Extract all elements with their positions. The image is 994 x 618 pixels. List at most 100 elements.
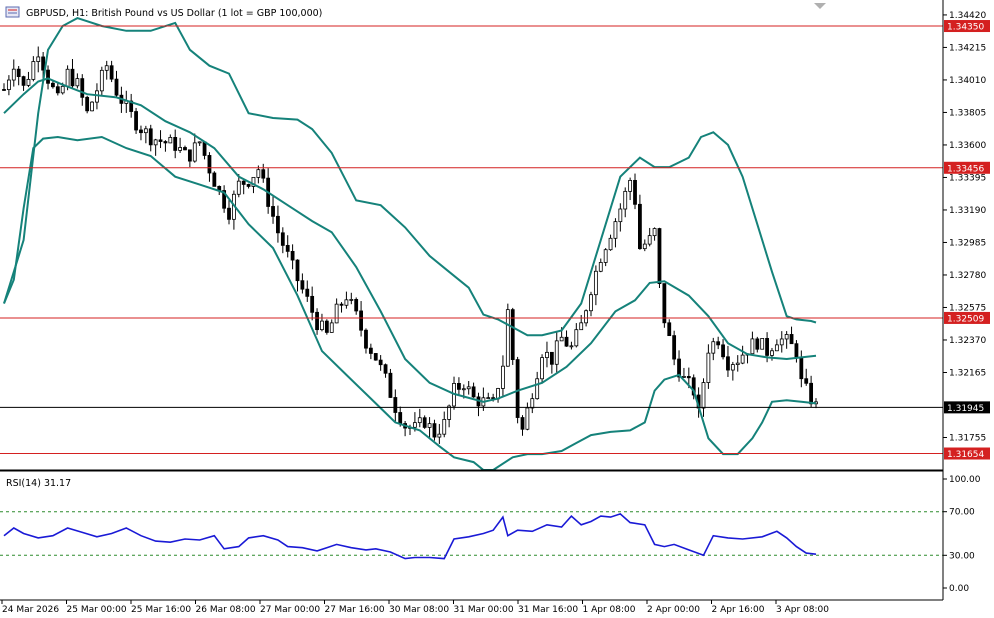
candle-body xyxy=(324,320,329,333)
candle-body xyxy=(740,354,745,364)
candle-body xyxy=(187,149,192,162)
candle-body xyxy=(114,78,119,96)
time-tick-label: 27 Mar 16:00 xyxy=(325,605,385,615)
candle-body xyxy=(471,386,476,398)
candle-body xyxy=(520,417,525,430)
rsi-line xyxy=(3,512,817,560)
candle-body xyxy=(398,412,403,424)
candle-body xyxy=(417,417,422,424)
candle-body xyxy=(368,347,373,354)
candle-body xyxy=(799,356,804,380)
candle-body xyxy=(134,111,138,131)
candle-body xyxy=(437,433,442,438)
candle-body xyxy=(178,147,182,151)
candle-body xyxy=(364,329,368,349)
candle-body xyxy=(300,280,305,290)
candle-body xyxy=(427,423,432,428)
candle-body xyxy=(315,311,319,331)
candle-body xyxy=(662,283,667,324)
time-tick-label: 2 Apr 16:00 xyxy=(712,605,765,615)
chart-window-icon xyxy=(5,6,20,18)
candle-body xyxy=(505,309,510,367)
candle-body xyxy=(207,155,212,174)
level-price-label: 1.33456 xyxy=(947,164,984,174)
candle-body xyxy=(305,288,310,297)
bollinger-upper-line xyxy=(3,17,817,337)
time-tick-label: 26 Mar 08:00 xyxy=(196,605,256,615)
bollinger-lower-line xyxy=(3,135,817,471)
candle-body xyxy=(227,207,231,220)
candle-body xyxy=(393,397,398,413)
candle-body xyxy=(721,344,725,358)
candle-body xyxy=(525,407,530,430)
time-tick-label: 2 Apr 00:00 xyxy=(647,605,700,615)
price-tick-label: 1.32370 xyxy=(949,336,986,346)
time-tick-label: 31 Mar 00:00 xyxy=(454,605,514,615)
candle-body xyxy=(422,417,427,428)
rsi-tick-label: 70.00 xyxy=(949,508,975,518)
candle-body xyxy=(691,377,696,396)
candle-body xyxy=(735,362,740,365)
candle-body xyxy=(530,398,535,409)
candle-body xyxy=(774,344,779,352)
candle-body xyxy=(618,208,623,223)
candle-body xyxy=(271,206,275,217)
candle-body xyxy=(256,169,261,178)
candle-body xyxy=(246,184,251,187)
candle-body xyxy=(667,322,672,337)
chart-title: GBPUSD, H1: British Pound vs US Dollar (… xyxy=(26,8,322,19)
candle-body xyxy=(652,228,657,237)
time-tick-label: 30 Mar 08:00 xyxy=(389,605,449,615)
candle-body xyxy=(6,79,11,91)
candle-body xyxy=(55,86,60,94)
candle-body xyxy=(672,335,677,360)
candle-body xyxy=(143,128,148,134)
candle-body xyxy=(90,101,94,112)
candle-body xyxy=(148,128,153,146)
candle-body xyxy=(564,336,569,347)
candle-body xyxy=(329,322,334,333)
candle-body xyxy=(760,338,765,350)
candle-body xyxy=(373,353,378,361)
candle-body xyxy=(545,351,549,359)
bollinger-middle-line xyxy=(3,77,817,403)
time-tick-label: 27 Mar 00:00 xyxy=(260,605,320,615)
candle-body xyxy=(349,299,354,301)
scroll-marker-icon[interactable] xyxy=(814,3,826,9)
candle-body xyxy=(642,243,647,250)
candle-body xyxy=(574,329,579,347)
candle-body xyxy=(638,203,642,250)
candle-body xyxy=(603,249,608,263)
candles xyxy=(2,46,818,444)
candle-body xyxy=(613,221,618,239)
time-tick-label: 25 Mar 16:00 xyxy=(131,605,191,615)
candle-body xyxy=(701,382,706,409)
candle-body xyxy=(36,56,41,62)
candle-body xyxy=(241,180,246,185)
candle-body xyxy=(461,388,466,391)
level-price-label: 1.31654 xyxy=(947,450,984,460)
candle-body xyxy=(192,142,197,162)
time-tick-label: 24 Mar 2026 xyxy=(2,605,59,615)
candle-body xyxy=(657,228,662,284)
candle-body xyxy=(789,334,794,345)
price-tick-label: 1.32575 xyxy=(949,303,986,313)
candle-body xyxy=(593,270,598,296)
candle-body xyxy=(770,350,774,356)
candle-body xyxy=(378,359,383,366)
candle-body xyxy=(447,405,452,420)
candle-body xyxy=(163,141,168,144)
candle-body xyxy=(129,100,134,112)
candle-body xyxy=(2,89,6,91)
candle-body xyxy=(285,244,290,252)
symbol-icon-group xyxy=(5,6,20,18)
candle-body xyxy=(320,320,324,331)
candle-body xyxy=(276,215,280,234)
price-tick-label: 1.33805 xyxy=(949,108,986,118)
level-price-tag xyxy=(944,161,990,174)
price-tick-label: 1.32985 xyxy=(949,238,986,248)
candle-body xyxy=(16,68,21,77)
time-tick-label: 25 Mar 00:00 xyxy=(67,605,127,615)
